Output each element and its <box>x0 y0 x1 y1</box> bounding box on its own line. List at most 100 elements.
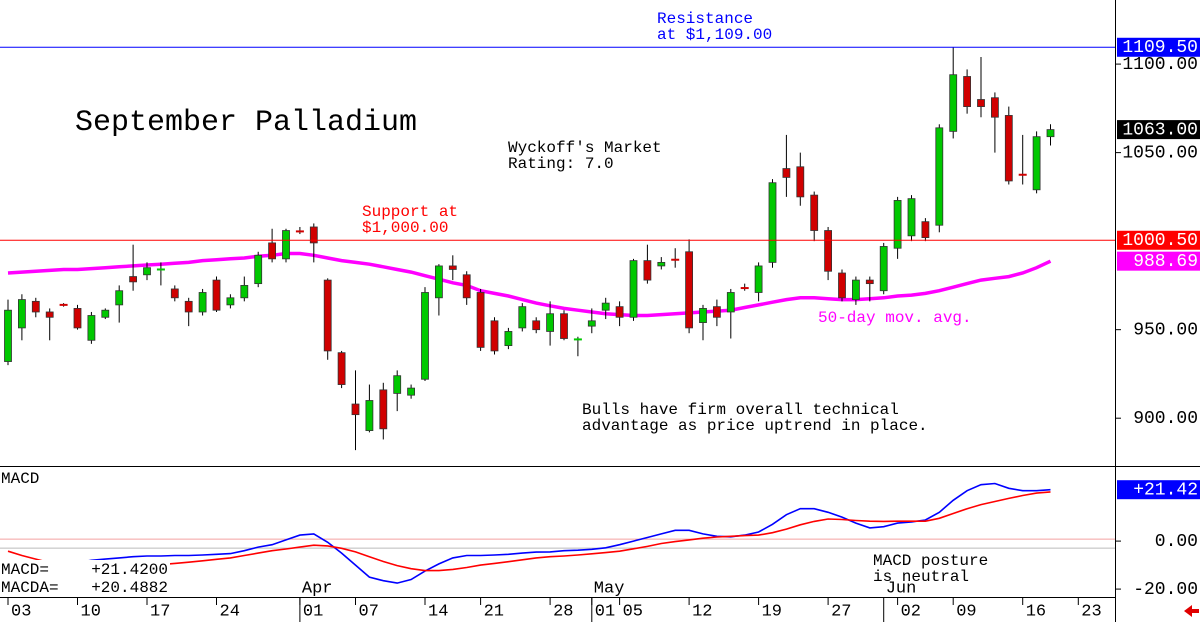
moving-average-label: 50-day mov. avg. <box>818 309 972 327</box>
candle-body <box>865 279 874 285</box>
candle-body <box>143 267 151 276</box>
candle-body <box>810 194 819 231</box>
annotation: at $1,109.00 <box>657 26 772 44</box>
candle-body <box>852 279 860 300</box>
annotation: Support at <box>362 203 458 221</box>
candle-body <box>184 300 193 313</box>
candle-body <box>434 265 443 299</box>
candle-body <box>4 309 12 362</box>
candle-body <box>73 308 82 329</box>
candle-body <box>17 299 26 329</box>
y-tick-label: 900.00 <box>1133 409 1198 429</box>
candle-body <box>462 274 471 299</box>
candle-body <box>115 290 124 306</box>
candle-body <box>448 265 457 270</box>
candle-body <box>991 97 999 118</box>
x-tick-label: 07 <box>359 602 379 621</box>
candle-body <box>546 313 554 332</box>
level-box <box>1117 230 1200 250</box>
x-tick-label: 14 <box>428 602 448 621</box>
level-label: 1000.50 <box>1122 231 1198 251</box>
candle-body <box>393 375 402 394</box>
candle-body <box>685 251 693 329</box>
x-tick-label: 05 <box>623 602 643 621</box>
candle-body <box>490 320 499 352</box>
candle-body <box>796 166 805 198</box>
x-tick-label: 10 <box>81 602 101 621</box>
candle-body <box>226 297 235 306</box>
x-tick-label: 03 <box>11 602 31 621</box>
macd-line <box>8 482 1051 584</box>
candle-body <box>1046 129 1055 138</box>
annotation: Rating: 7.0 <box>508 155 614 173</box>
candle-body <box>45 311 54 318</box>
level-label: 1063.00 <box>1122 120 1198 140</box>
annotation: Wyckoff's Market <box>508 139 662 157</box>
scroll-arrow[interactable] <box>1184 605 1199 617</box>
candle-body <box>254 254 263 285</box>
level-box <box>1117 120 1200 140</box>
plot-layer: September Palladium 50-day mov. avg. 03 10 1… <box>0 10 1200 622</box>
legend-name: MACD= <box>1 561 49 579</box>
candle-body <box>1032 136 1041 191</box>
level-label: 988.69 <box>1133 252 1198 272</box>
panel-title: MACD <box>1 470 39 488</box>
level-box <box>1117 251 1200 271</box>
candle-body <box>838 272 846 299</box>
x-tick-label: 01 <box>595 602 615 621</box>
y-tick-label: -20.00 <box>1133 580 1198 600</box>
x-tick-label: 23 <box>1081 602 1101 621</box>
month-label: Apr <box>302 579 333 598</box>
candle-body <box>560 313 568 339</box>
candle-body <box>240 285 249 299</box>
candle-body <box>212 279 221 311</box>
candle-body <box>643 260 652 281</box>
month-label: May <box>594 579 625 598</box>
y-tick-label: 0.00 <box>1155 532 1198 552</box>
candle-body <box>907 198 916 237</box>
month-label: Jun <box>886 579 917 598</box>
candle-body <box>87 315 96 341</box>
annotation: Resistance <box>657 10 753 28</box>
annotation: MACD posture <box>873 552 988 570</box>
annotation: $1,000.00 <box>362 219 448 237</box>
candle-body <box>879 246 888 292</box>
legend-value: +20.4882 <box>91 579 168 597</box>
x-tick-label: 17 <box>150 602 170 621</box>
candle-body <box>754 265 763 293</box>
x-tick-label: 19 <box>762 602 782 621</box>
candle-body <box>713 306 721 318</box>
candle-body <box>615 306 624 318</box>
macd-line <box>7 491 1051 572</box>
candle-body <box>476 292 485 348</box>
y-tick-label: 1050.00 <box>1122 143 1198 163</box>
annotation: Bulls have firm overall technical <box>582 401 899 419</box>
candle-body <box>504 331 513 347</box>
candle-body <box>699 308 707 323</box>
candle-body <box>935 127 944 226</box>
candle-body <box>518 306 527 329</box>
candle-body <box>601 302 610 311</box>
candle-body <box>963 76 971 107</box>
candle-body <box>893 200 902 249</box>
candle-body <box>198 292 207 313</box>
x-tick-label: 27 <box>831 602 851 621</box>
annotation: is neutral <box>873 568 969 586</box>
candle-body <box>1004 115 1013 182</box>
candle-body <box>31 300 40 313</box>
candle-body <box>309 226 318 244</box>
candle-body <box>421 292 429 380</box>
x-tick-label: 01 <box>303 602 323 621</box>
candle-body <box>282 230 290 260</box>
candle-body <box>782 168 791 178</box>
legend-box <box>0 560 170 597</box>
moving-average <box>7 251 1052 318</box>
x-tick-label: 28 <box>553 602 573 621</box>
x-tick-label: 02 <box>901 602 921 621</box>
level-label: 1109.50 <box>1122 38 1198 58</box>
candle-body <box>170 288 179 299</box>
y-tick-label: 1100.00 <box>1122 55 1198 75</box>
candle-body <box>351 403 360 416</box>
x-tick-label: 16 <box>1026 602 1046 621</box>
